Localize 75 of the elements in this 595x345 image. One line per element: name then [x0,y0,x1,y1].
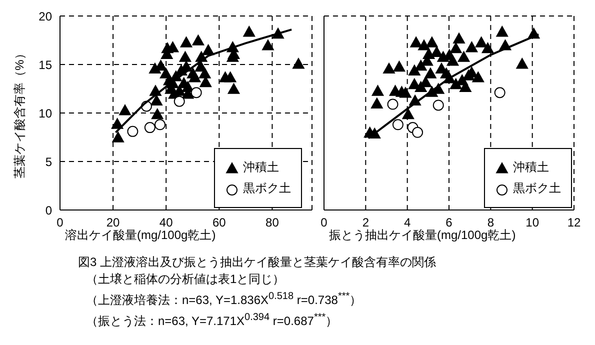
point [494,87,506,98]
x-tick-label: 20 [106,216,120,230]
x-tick-label: 6 [446,216,453,230]
x-axis-title: 振とう抽出ケイ酸量(mg/100g乾土) [329,228,516,242]
point [110,118,124,129]
point [188,71,202,82]
point [192,34,204,46]
point [457,50,470,62]
legend-label: 沖積土 [513,159,549,176]
point [402,108,414,120]
point [242,25,256,37]
point [410,36,422,48]
x-tick-label: 10 [526,216,540,230]
point [422,48,436,59]
y-tick-label: 0 [45,203,52,218]
x-tick-label: 40 [159,216,174,230]
x-tick-label: 8 [487,216,494,230]
legend-label: 沖積土 [243,159,279,176]
point [452,32,466,44]
point [408,64,421,76]
point [426,36,438,48]
y-tick-label: 15 [38,58,52,72]
point [112,131,124,142]
point [370,97,384,108]
point [481,42,494,54]
point [227,82,240,94]
point [474,36,488,48]
text: （上澄液培養法：n=63, Y=1.836X$^{0.518}$ r=0.738$^{***}$） [86,290,363,309]
x-tick-label: 60 [212,216,226,230]
point [496,25,508,37]
point [371,84,384,96]
point [127,126,138,137]
point [151,108,164,120]
point [392,60,406,72]
point [472,71,484,82]
point [399,86,412,98]
point [516,58,528,69]
y-axis-title: 茎葉ケイ酸含有率（%） [12,48,26,178]
y-tick-label: 10 [38,106,52,120]
point [190,87,202,98]
point [430,46,444,58]
point [446,54,460,66]
point [154,119,166,130]
y-tick-label: 5 [45,154,52,169]
point [144,122,156,134]
caption: 図3 上澄液溶出及び振とう抽出ケイ酸量と茎葉ケイ酸含有率の関係 [78,254,438,271]
point [424,67,437,78]
point [432,100,444,111]
point [392,119,404,130]
point [262,39,274,50]
legend-label: 黒ボク土 [513,180,561,197]
point [150,94,163,106]
point [412,126,424,138]
x-tick-label: 80 [266,216,280,230]
text: （振とう法：n=63, Y=7.171X$^{0.394}$ r=0.687$^{***}$） [86,311,339,330]
point [465,41,478,52]
y-tick-label: 20 [38,9,52,24]
legend-label: 黒ボク土 [243,180,291,197]
point [387,98,398,110]
point [198,67,212,78]
x-tick-label: 2 [362,216,370,230]
text: （土壌と稲体の分析値は表1と同じ） [86,271,286,288]
point [292,58,305,69]
x-tick-label: 12 [567,216,581,230]
point [382,62,396,74]
point [414,80,428,92]
x-axis-title: 溶出ケイ酸量(mg/100g乾土) [65,228,216,242]
point [180,36,193,48]
point [118,104,132,116]
x-tick-label: 0 [320,216,328,230]
point [178,50,192,62]
point [174,96,185,107]
point [224,71,237,82]
x-tick-label: 4 [404,216,411,230]
x-tick-label: 0 [56,216,64,230]
